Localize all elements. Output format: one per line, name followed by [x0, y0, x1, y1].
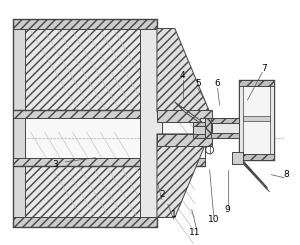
Bar: [244, 86, 270, 154]
Bar: [193, 126, 205, 134]
Text: 10: 10: [208, 215, 219, 224]
Text: 2: 2: [159, 190, 165, 199]
Bar: [13, 118, 205, 158]
Bar: [193, 122, 205, 126]
Polygon shape: [175, 102, 210, 130]
Text: 7: 7: [262, 64, 267, 73]
Bar: [157, 134, 212, 146]
Text: 11: 11: [189, 228, 200, 237]
Bar: [239, 80, 274, 160]
Polygon shape: [157, 134, 210, 218]
Bar: [193, 134, 205, 138]
Bar: [239, 80, 274, 86]
Bar: [25, 130, 140, 218]
Polygon shape: [157, 28, 210, 112]
Text: 5: 5: [195, 79, 201, 88]
Bar: [210, 118, 239, 123]
Bar: [13, 28, 25, 218]
Bar: [232, 152, 244, 164]
Bar: [13, 218, 157, 227]
Polygon shape: [236, 155, 267, 190]
Bar: [200, 118, 212, 138]
Bar: [210, 133, 239, 138]
Bar: [13, 158, 205, 166]
Bar: [140, 28, 162, 218]
Text: 9: 9: [225, 205, 230, 214]
Text: 4: 4: [180, 71, 186, 80]
Bar: [140, 128, 152, 218]
Text: 3: 3: [53, 160, 58, 169]
Bar: [140, 28, 152, 118]
Bar: [13, 19, 157, 28]
Bar: [205, 118, 211, 138]
Bar: [239, 154, 274, 160]
Text: 6: 6: [215, 79, 220, 88]
Bar: [244, 116, 270, 121]
Text: 8: 8: [283, 170, 289, 179]
Bar: [210, 118, 239, 138]
Bar: [25, 28, 140, 116]
Bar: [157, 110, 212, 122]
Text: 1: 1: [171, 210, 177, 219]
Bar: [13, 110, 205, 118]
